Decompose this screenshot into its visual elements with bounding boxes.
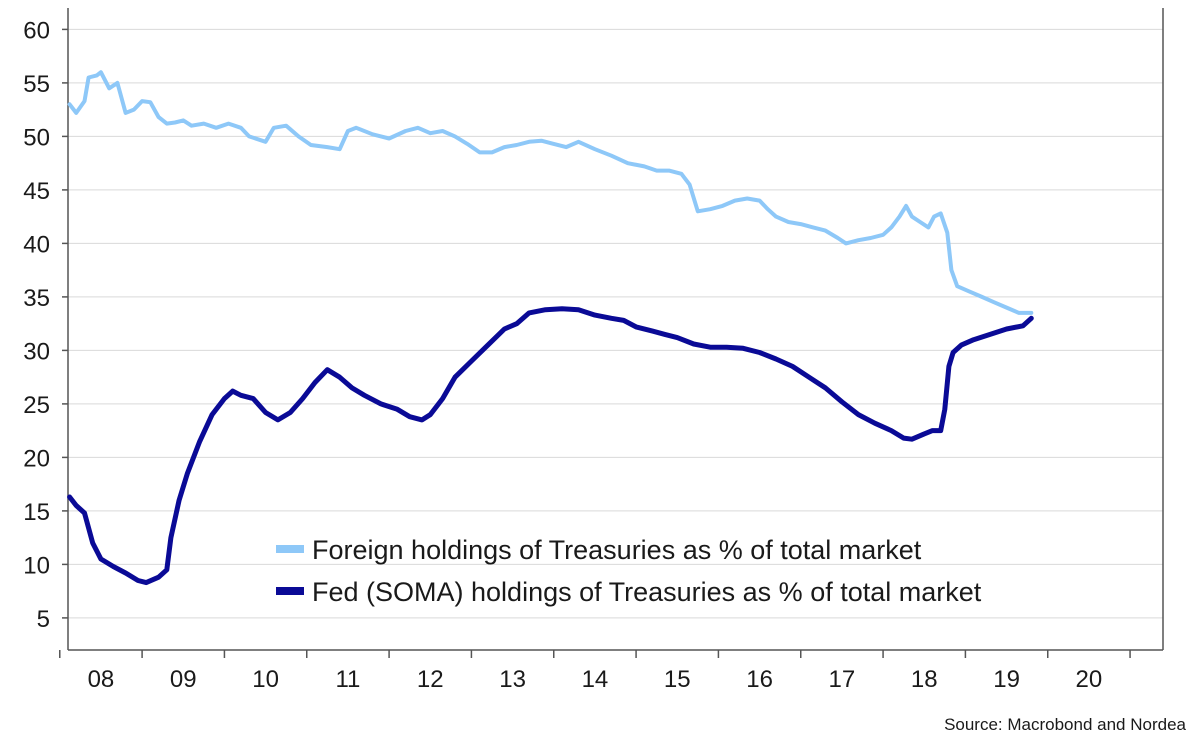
y-tick-label-50: 50: [23, 124, 50, 151]
legend-item-fed: Fed (SOMA) holdings of Treasuries as % o…: [276, 577, 982, 607]
x-axis: 08 09 10 11 12 13 14 15 16 17 18 19 20: [59, 650, 1131, 693]
x-tick-label-09: 09: [170, 666, 197, 693]
y-tick-label-45: 45: [23, 178, 50, 205]
legend-swatch-foreign: [276, 545, 304, 553]
x-tick-label-12: 12: [417, 666, 444, 693]
y-axis: 5 10 15 20 25 30 35 40 45 50 55 60: [23, 17, 68, 633]
x-tick-label-15: 15: [664, 666, 691, 693]
x-tick-label-14: 14: [582, 666, 609, 693]
y-tick-label-25: 25: [23, 392, 50, 419]
series-line-foreign: [67, 70, 1034, 315]
y-tick-label-35: 35: [23, 285, 50, 312]
legend-label-foreign: Foreign holdings of Treasuries as % of t…: [312, 535, 922, 565]
x-tick-label-08: 08: [88, 666, 115, 693]
x-tick-label-19: 19: [993, 666, 1020, 693]
y-tick-label-20: 20: [23, 445, 50, 472]
y-tick-label-60: 60: [23, 17, 50, 44]
y-tick-label-10: 10: [23, 552, 50, 579]
axes: [67, 8, 1164, 651]
legend: Foreign holdings of Treasuries as % of t…: [276, 535, 982, 607]
y-tick-label-5: 5: [37, 606, 50, 633]
x-tick-label-20: 20: [1076, 666, 1103, 693]
x-tick-label-17: 17: [829, 666, 856, 693]
y-tick-label-30: 30: [23, 338, 50, 365]
series-lines: [67, 70, 1034, 586]
legend-item-foreign: Foreign holdings of Treasuries as % of t…: [276, 535, 922, 565]
legend-label-fed: Fed (SOMA) holdings of Treasuries as % o…: [312, 577, 982, 607]
x-tick-label-13: 13: [499, 666, 526, 693]
gridlines: [68, 28, 1163, 619]
y-tick-label-55: 55: [23, 71, 50, 98]
x-tick-label-10: 10: [252, 666, 279, 693]
y-tick-label-15: 15: [23, 499, 50, 526]
x-tick-label-18: 18: [911, 666, 938, 693]
x-tick-label-11: 11: [335, 666, 360, 693]
legend-swatch-fed: [276, 587, 304, 595]
source-note: Source: Macrobond and Nordea: [944, 715, 1186, 734]
y-tick-label-40: 40: [23, 231, 50, 258]
series-line-fed: [67, 306, 1034, 586]
x-tick-label-16: 16: [746, 666, 773, 693]
